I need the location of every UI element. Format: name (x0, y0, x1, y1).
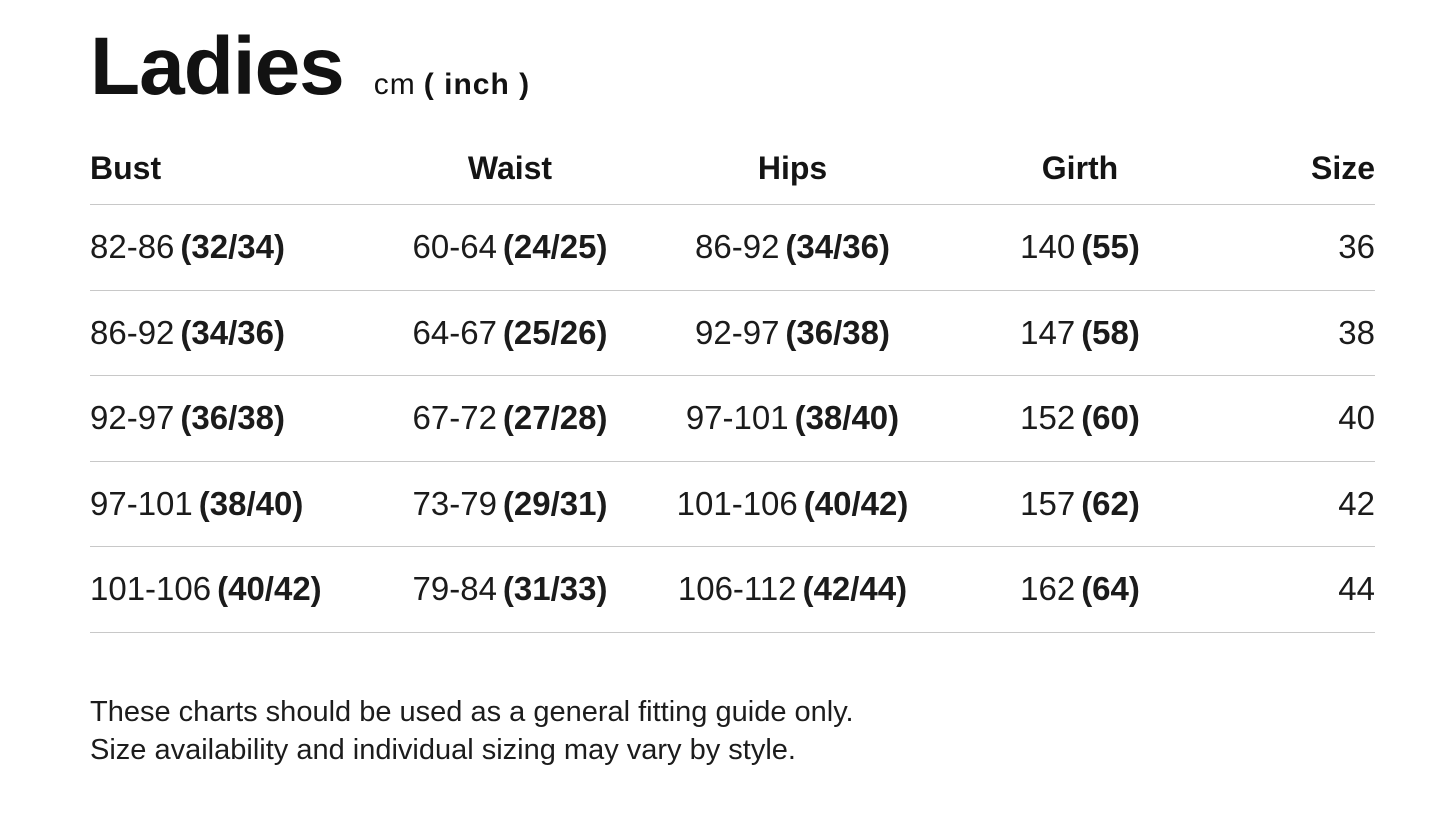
waist-cell: 67-72 (27/28) (370, 399, 650, 437)
girth-cell: 147 (58) (935, 314, 1225, 352)
waist-inch: (25/26) (502, 313, 608, 351)
girth-cell: 140 (55) (935, 228, 1225, 266)
page-title: Ladies (90, 21, 345, 112)
girth-cm: 140 (1020, 228, 1076, 266)
bust-cell: 97-101 (38/40) (90, 485, 370, 523)
hips-cell: 86-92 (34/36) (650, 228, 935, 266)
hips-inch: (34/36) (785, 228, 890, 266)
girth-cell: 152 (60) (935, 399, 1225, 437)
table-row: 97-101 (38/40) 73-79 (29/31) 101-106 (40/42… (90, 462, 1375, 547)
size-cell: 40 (1225, 399, 1375, 437)
girth-cm: 147 (1020, 313, 1076, 351)
waist-cm: 67-72 (412, 399, 497, 437)
header-size: Size (1310, 150, 1375, 186)
header-waist: Waist (467, 150, 553, 186)
bust-cell: 82-86 (32/34) (90, 228, 370, 266)
table-row: 86-92 (34/36) 64-67 (25/26) 92-97 (36/38) 1… (90, 291, 1375, 376)
bust-cm: 97-101 (90, 484, 193, 522)
waist-cm: 79-84 (412, 570, 497, 608)
hips-cm: 101-106 (676, 484, 798, 522)
footnote-line-2: Size availability and individual sizing … (90, 733, 796, 766)
footnote: These charts should be used as a general… (90, 693, 1375, 769)
size-value: 42 (1338, 484, 1375, 522)
bust-cm: 82-86 (90, 228, 175, 266)
waist-inch: (29/31) (502, 484, 608, 522)
size-cell: 38 (1225, 314, 1375, 352)
size-value: 40 (1338, 399, 1375, 437)
waist-inch: (31/33) (502, 570, 608, 608)
hips-inch: (36/38) (785, 313, 890, 351)
bust-cm: 86-92 (90, 313, 175, 351)
hips-cell: 106-112 (42/44) (650, 570, 935, 608)
table-row: 92-97 (36/38) 67-72 (27/28) 97-101 (38/40) … (90, 376, 1375, 462)
waist-cm: 60-64 (412, 228, 497, 266)
hips-cell: 97-101 (38/40) (650, 399, 935, 437)
girth-cell: 162 (64) (935, 570, 1225, 608)
bust-cm: 101-106 (90, 570, 212, 608)
waist-cm: 73-79 (412, 484, 497, 522)
table-row: 82-86 (32/34) 60-64 (24/25) 86-92 (34/36) 1… (90, 205, 1375, 291)
size-cell: 44 (1225, 570, 1375, 608)
unit-label: cm( inch ) (374, 68, 530, 102)
waist-inch: (27/28) (502, 399, 608, 437)
girth-cm: 157 (1020, 484, 1076, 522)
girth-inch: (64) (1081, 570, 1140, 608)
bust-inch: (36/38) (180, 399, 285, 437)
bust-cell: 92-97 (36/38) (90, 399, 370, 437)
waist-cell: 60-64 (24/25) (370, 228, 650, 266)
girth-cm: 162 (1020, 570, 1076, 608)
size-value: 44 (1338, 570, 1375, 608)
size-value: 38 (1338, 313, 1375, 351)
size-value: 36 (1338, 228, 1375, 266)
size-cell: 42 (1225, 485, 1375, 523)
unit-inch: ( inch ) (423, 68, 531, 101)
girth-inch: (55) (1081, 228, 1140, 266)
hips-cell: 101-106 (40/42) (650, 485, 935, 523)
bust-inch: (32/34) (180, 228, 285, 266)
table-row: 101-106 (40/42) 79-84 (31/33) 106-112 (42/4… (90, 547, 1375, 633)
hips-cm: 106-112 (677, 570, 797, 608)
girth-cm: 152 (1020, 399, 1076, 437)
waist-cell: 79-84 (31/33) (370, 570, 650, 608)
size-table: Bust Waist Hips Girth Size 82-86 (32/34) … (90, 150, 1375, 633)
girth-inch: (62) (1081, 484, 1140, 522)
girth-cell: 157 (62) (935, 485, 1225, 523)
girth-inch: (58) (1081, 313, 1140, 351)
header-girth: Girth (1041, 150, 1119, 186)
bust-inch: (38/40) (198, 484, 304, 522)
bust-inch: (34/36) (180, 313, 285, 351)
header-bust: Bust (90, 150, 162, 186)
footnote-line-1: These charts should be used as a general… (90, 695, 854, 728)
waist-cell: 64-67 (25/26) (370, 314, 650, 352)
waist-cell: 73-79 (29/31) (370, 485, 650, 523)
bust-cell: 101-106 (40/42) (90, 570, 370, 608)
hips-cm: 92-97 (695, 313, 780, 351)
hips-cell: 92-97 (36/38) (650, 314, 935, 352)
waist-cm: 64-67 (412, 313, 497, 351)
bust-cm: 92-97 (90, 399, 175, 437)
bust-cell: 86-92 (34/36) (90, 314, 370, 352)
size-guide-content: Ladies cm( inch ) Bust Waist Hips Girth … (90, 26, 1375, 769)
size-cell: 36 (1225, 228, 1375, 266)
hips-cm: 86-92 (695, 228, 780, 266)
hips-inch: (40/42) (803, 484, 909, 522)
hips-inch: (38/40) (794, 399, 900, 437)
hips-inch: (42/44) (802, 570, 908, 608)
girth-inch: (60) (1081, 399, 1140, 437)
header-hips: Hips (757, 150, 828, 186)
table-header-row: Bust Waist Hips Girth Size (90, 150, 1375, 205)
waist-inch: (24/25) (502, 228, 608, 266)
hips-cm: 97-101 (685, 399, 789, 437)
unit-cm: cm (373, 68, 416, 101)
title-row: Ladies cm( inch ) (90, 26, 1375, 108)
bust-inch: (40/42) (217, 570, 322, 608)
